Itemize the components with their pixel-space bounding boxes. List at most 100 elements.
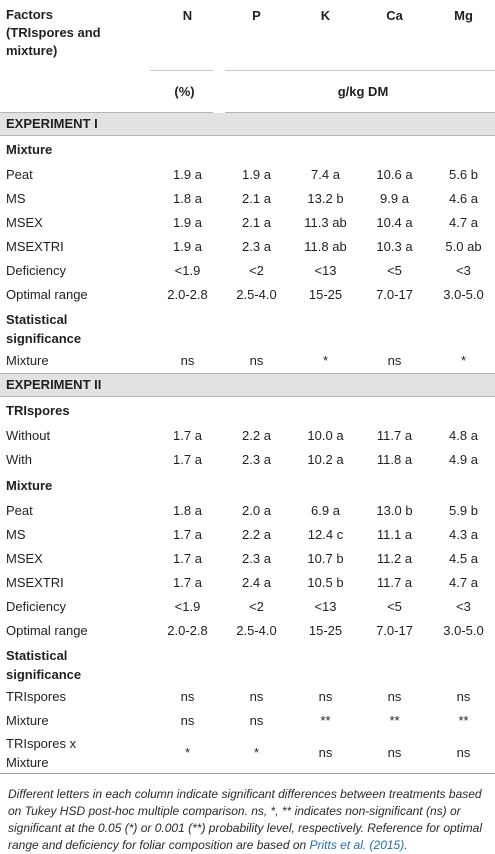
experiment-2-header: EXPERIMENT II [0, 372, 495, 397]
table-cell: 2.4 a [242, 575, 271, 590]
table-cell: 4.7 a [449, 215, 478, 230]
table-cell: 11.3 ab [304, 215, 347, 230]
row-label: TRIspores x Mixture [0, 732, 150, 774]
table-cell: 2.3 a [242, 452, 271, 467]
table-row: TRIspores ns ns ns ns ns [0, 685, 495, 709]
subsection-label-line: Statistical [6, 647, 68, 663]
row-label: TRIspores [6, 689, 66, 704]
footnote-end: . [404, 837, 408, 852]
table-cell: ** [320, 713, 331, 728]
table-cell: 1.7 a [173, 452, 202, 467]
table-cell: * [219, 732, 288, 774]
col-header-mg: Mg [454, 8, 473, 23]
table-cell: 10.2 a [307, 452, 344, 467]
table-cell: 11.8 a [376, 452, 413, 467]
table-cell: * [150, 732, 219, 774]
table-cell: 3.0-5.0 [443, 287, 484, 302]
table-cell: * [322, 353, 329, 368]
table-cell: 4.5 a [449, 551, 478, 566]
row-label: Mixture [6, 353, 49, 368]
footnote-text: Different letters in each column indicat… [8, 786, 483, 852]
table-cell: <13 [314, 263, 337, 278]
table-cell: ns [387, 353, 402, 368]
table-cell: 11.1 a [376, 527, 413, 542]
unit-gkg: g/kg DM [213, 69, 495, 112]
table-cell: 5.9 b [449, 503, 478, 518]
row-label: MSEX [6, 551, 43, 566]
subsection-label-row: Mixture [0, 135, 495, 163]
row-label: MSEX [6, 215, 43, 230]
table-footnote: Different letters in each column indicat… [0, 786, 495, 854]
row-label: Mixture [6, 713, 49, 728]
table-cell: ns [456, 689, 471, 704]
table-cell: 10.7 b [307, 551, 344, 566]
table-cell: 1.7 a [173, 575, 202, 590]
col-header-p: P [252, 8, 261, 23]
table-cell: 10.3 a [376, 239, 413, 254]
factors-header-line: Factors [6, 7, 53, 22]
table-cell: 1.7 a [173, 428, 202, 443]
table-cell: ns [357, 732, 426, 774]
row-label: Optimal range [6, 287, 88, 302]
subsection-label: Mixture [6, 477, 53, 493]
subsection-label-line: Statistical [6, 311, 68, 327]
subsection-label-row: Statistical significance [0, 643, 495, 685]
table-cell: 6.9 a [311, 503, 340, 518]
table-cell: <2 [249, 263, 264, 278]
table-row: Optimal range 2.0-2.8 2.5-4.0 15-25 7.0-17 3.… [0, 283, 495, 307]
table-cell: 2.3 a [242, 239, 271, 254]
table-cell: 7.0-17 [376, 623, 413, 638]
table-cell: 2.1 a [242, 215, 271, 230]
table-cell: ns [426, 732, 495, 774]
table-cell: 1.8 a [173, 503, 202, 518]
row-label: MSEXTRI [6, 575, 64, 590]
col-header-ca: Ca [386, 8, 403, 23]
table-cell: <3 [456, 263, 471, 278]
table-cell: 11.7 a [376, 428, 413, 443]
table-cell: 4.8 a [449, 428, 478, 443]
table-cell: 12.4 c [307, 527, 344, 542]
row-label: Peat [6, 167, 33, 182]
row-label: MSEXTRI [6, 239, 64, 254]
table-row: MSEX 1.9 a 2.1 a 11.3 ab 10.4 a 4.7 a [0, 211, 495, 235]
table-row: Peat 1.9 a 1.9 a 7.4 a 10.6 a 5.6 b [0, 163, 495, 187]
subsection-label-line: significance [6, 666, 82, 682]
row-label-line: Mixture [6, 754, 49, 770]
table-row: MS 1.8 a 2.1 a 13.2 b 9.9 a 4.6 a [0, 187, 495, 211]
table-cell: 2.0 a [242, 503, 271, 518]
table-cell: 7.0-17 [376, 287, 413, 302]
table-cell: 4.9 a [449, 452, 478, 467]
table-cell: 10.4 a [376, 215, 413, 230]
table-cell: ns [180, 689, 195, 704]
row-label: Deficiency [6, 263, 66, 278]
table-cell: <1.9 [174, 599, 201, 614]
table-cell: * [460, 353, 467, 368]
table-cell: ns [180, 353, 195, 368]
table-cell: 1.9 a [173, 167, 202, 182]
subsection-label-row: TRIspores [0, 396, 495, 424]
table-cell: 5.6 b [449, 167, 478, 182]
table-cell: <3 [456, 599, 471, 614]
table-cell: ** [458, 713, 469, 728]
table-cell: 1.9 a [242, 167, 271, 182]
table-row: MSEXTRI 1.9 a 2.3 a 11.8 ab 10.3 a 5.0 ab [0, 235, 495, 259]
table-cell: ns [249, 353, 264, 368]
table-cell: 15-25 [308, 623, 343, 638]
table-cell: 1.7 a [173, 527, 202, 542]
col-header-n: N [182, 8, 193, 23]
row-label: Deficiency [6, 599, 66, 614]
table-cell: 2.5-4.0 [236, 287, 277, 302]
table-cell: 5.0 ab [445, 239, 482, 254]
table-cell: 10.6 a [376, 167, 413, 182]
table-cell: ** [389, 713, 400, 728]
row-label-line: TRIspores x [6, 735, 77, 751]
unit-percent: (%) [150, 69, 219, 112]
header-row: Factors (TRIspores and mixture) N P K Ca… [0, 0, 495, 70]
table-cell: 13.0 b [376, 503, 413, 518]
table-row: MSEXTRI 1.7 a 2.4 a 10.5 b 11.7 a 4.7 a [0, 571, 495, 595]
row-label: Optimal range [6, 623, 88, 638]
table-cell: 7.4 a [311, 167, 340, 182]
footnote-reference-link[interactable]: Pritts et al. (2015) [309, 837, 405, 852]
table-row: Without 1.7 a 2.2 a 10.0 a 11.7 a 4.8 a [0, 424, 495, 448]
col-header-k: K [320, 8, 331, 23]
